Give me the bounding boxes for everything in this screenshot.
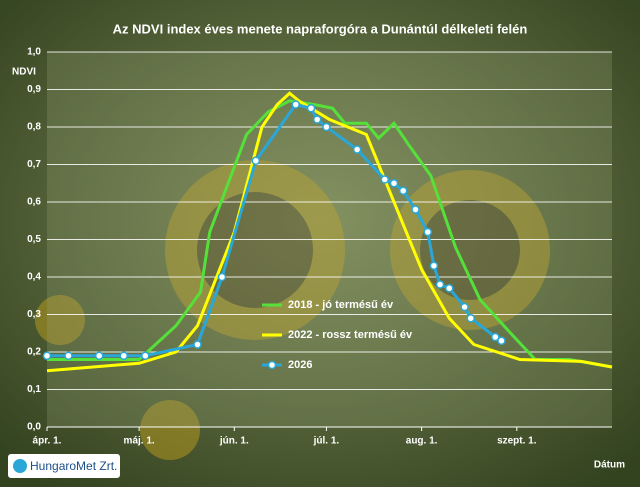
- point: [64, 351, 73, 360]
- point: [423, 227, 433, 237]
- point: [312, 115, 322, 124]
- point: [251, 156, 261, 165]
- x-tick-label: szept. 1.: [497, 436, 537, 447]
- legend-label: 2018 - jó termésű év: [288, 299, 394, 311]
- point: [466, 314, 475, 323]
- point: [94, 351, 104, 360]
- legend-marker: [267, 360, 277, 370]
- x-tick-label: máj. 1.: [124, 436, 155, 447]
- point: [42, 351, 52, 360]
- y-tick-label: 0,7: [27, 159, 41, 170]
- logo: HungaroMet Zrt.: [30, 459, 117, 473]
- x-tick-label: jún. 1.: [219, 436, 249, 447]
- y-tick-label: 0,9: [27, 84, 41, 95]
- series-line: [47, 99, 613, 369]
- y-tick-label: 0,6: [27, 197, 41, 208]
- logo-box: [8, 454, 120, 478]
- y-tick-label: 0,0: [27, 422, 41, 433]
- y-tick-label: 0,3: [27, 309, 41, 320]
- chart-title: Az NDVI index éves menete napraforgóra a…: [113, 21, 528, 36]
- point: [411, 205, 420, 214]
- legend-label: 2026: [288, 359, 312, 371]
- point: [306, 104, 316, 113]
- point: [141, 351, 150, 360]
- y-tick-label: 0,2: [27, 347, 41, 358]
- point: [497, 336, 506, 345]
- logo-icon: [13, 459, 27, 473]
- point: [380, 175, 390, 184]
- x-tick-label: júl. 1.: [313, 436, 340, 447]
- y-tick-label: 0,5: [27, 234, 41, 245]
- legend-label: 2022 - rossz termésű év: [288, 329, 413, 341]
- x-tick-label: ápr. 1.: [33, 436, 62, 447]
- point: [460, 302, 469, 312]
- point: [389, 179, 399, 188]
- point: [291, 100, 300, 109]
- point: [445, 284, 454, 293]
- point: [435, 280, 445, 289]
- point: [217, 272, 227, 282]
- y-tick-label: 1,0: [27, 47, 41, 58]
- point: [429, 261, 439, 270]
- y-tick-label: 0,4: [27, 272, 41, 283]
- y-axis-label: NDVI: [12, 67, 36, 78]
- y-tick-label: 0,1: [27, 384, 41, 395]
- x-tick-label: aug. 1.: [406, 436, 438, 447]
- y-tick-label: 0,8: [27, 122, 41, 133]
- x-axis-label: Dátum: [594, 460, 625, 471]
- point: [193, 340, 202, 349]
- point: [352, 145, 362, 154]
- point: [322, 122, 331, 132]
- point: [398, 186, 408, 195]
- point: [119, 351, 129, 360]
- point: [491, 332, 500, 342]
